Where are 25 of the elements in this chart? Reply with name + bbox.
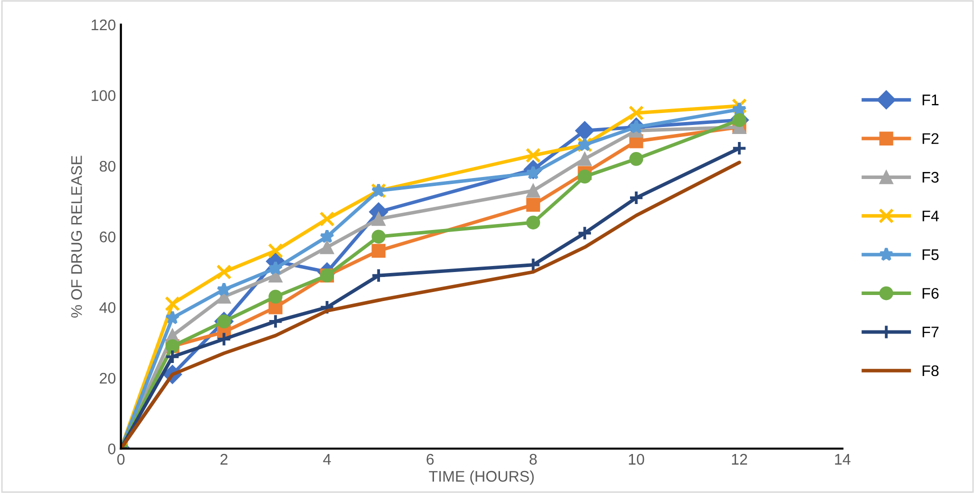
x-tick-label: 2 bbox=[220, 454, 228, 465]
x-tick-label: 12 bbox=[732, 454, 748, 465]
legend-label: F4 bbox=[922, 210, 939, 222]
y-axis-title: % OF DRUG RELEASE bbox=[71, 156, 82, 318]
legend-label: F7 bbox=[922, 326, 938, 338]
x-tick-label: 10 bbox=[628, 454, 644, 465]
y-tick-label: 60 bbox=[100, 232, 116, 242]
legend-label: F5 bbox=[922, 249, 939, 260]
x-tick-label: 8 bbox=[530, 454, 537, 465]
x-axis-title: TIME (HOURS) bbox=[428, 470, 534, 485]
legend-label: F6 bbox=[922, 288, 939, 299]
y-tick-label: 0 bbox=[108, 444, 116, 454]
y-tick-label: 100 bbox=[92, 90, 116, 101]
x-tick-label: 6 bbox=[426, 454, 434, 465]
x-tick-label: 4 bbox=[323, 454, 331, 465]
y-tick-label: 120 bbox=[92, 20, 116, 30]
x-tick-label: 0 bbox=[117, 454, 125, 465]
legend-label: F8 bbox=[922, 365, 939, 376]
legend-label: F2 bbox=[922, 133, 938, 144]
y-tick-label: 80 bbox=[100, 160, 116, 172]
legend-label: F1 bbox=[922, 94, 939, 106]
legend-label: F3 bbox=[922, 172, 939, 183]
y-tick-label: 20 bbox=[100, 372, 116, 384]
y-tick-label: 40 bbox=[99, 302, 116, 313]
x-tick-label: 14 bbox=[835, 454, 850, 465]
